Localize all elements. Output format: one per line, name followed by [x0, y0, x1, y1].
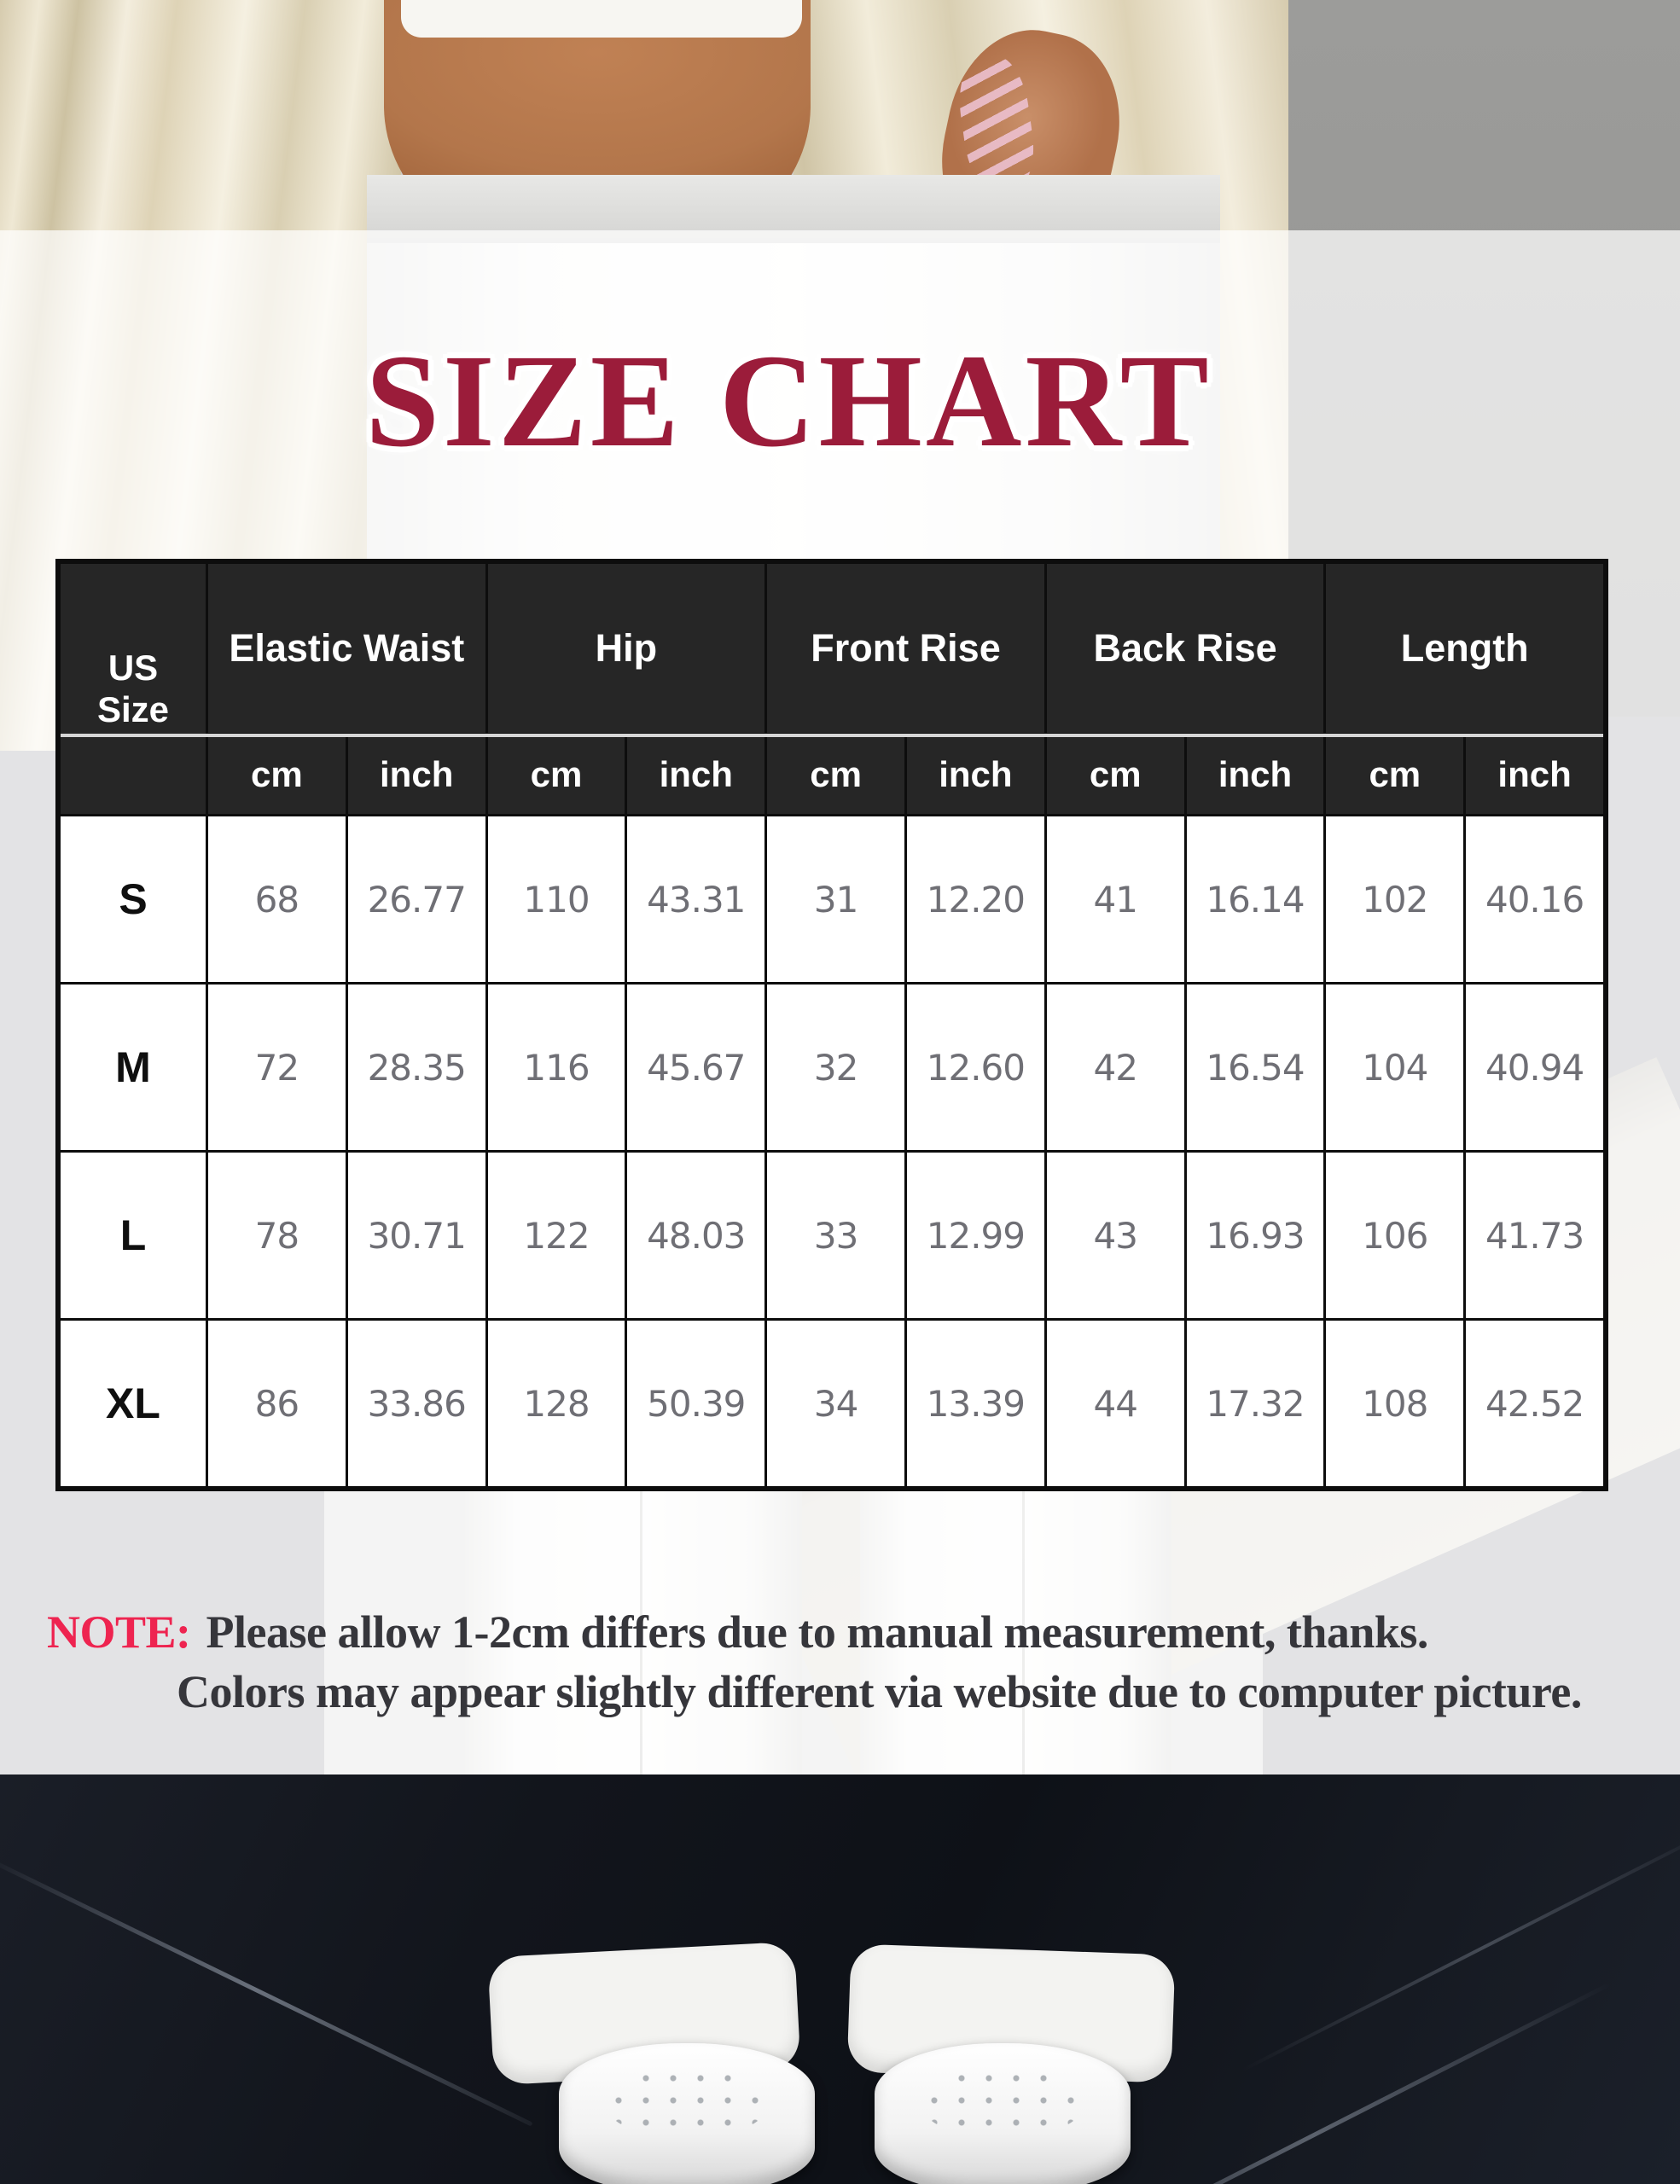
column-header-elastic-waist: Elastic Waist	[208, 564, 485, 733]
table-cell: 16.14	[1186, 816, 1324, 982]
table-cell: 31	[767, 816, 904, 982]
table-cell: 12.99	[907, 1153, 1044, 1318]
table-cell: 43	[1046, 1153, 1184, 1318]
table-cell: 102	[1326, 816, 1464, 982]
size-label-s: S	[61, 816, 206, 982]
unit-header-cm: cm	[1326, 735, 1464, 814]
table-cell: 41	[1046, 816, 1184, 982]
table-cell: 34	[767, 1321, 904, 1486]
table-cell: 16.54	[1186, 985, 1324, 1150]
table-cell: 122	[487, 1153, 625, 1318]
table-cell: 32	[767, 985, 904, 1150]
note: NOTE: Please allow 1-2cm differs due to m…	[47, 1602, 1677, 1722]
dark-tile-floor-image	[0, 1774, 1680, 2184]
table-cell: 128	[487, 1321, 625, 1486]
unit-header-inch: inch	[907, 735, 1044, 814]
unit-header-inch: inch	[1466, 735, 1603, 814]
page-title: SIZE CHART	[365, 327, 1212, 474]
table-cell: 33.86	[347, 1321, 485, 1486]
note-line2: Colors may appear slightly different via…	[177, 1666, 1582, 1718]
table-cell: 78	[208, 1153, 346, 1318]
table-cell: 108	[1326, 1321, 1464, 1486]
size-chart-table: US Size Elastic Waist Hip Front Rise Bac…	[55, 559, 1608, 1491]
table-cell: 68	[208, 816, 346, 982]
column-header-back-rise: Back Rise	[1046, 564, 1324, 733]
table-cell: 110	[487, 816, 625, 982]
table-cell: 30.71	[347, 1153, 485, 1318]
table-cell: 50.39	[627, 1321, 765, 1486]
unit-header-cm: cm	[487, 735, 625, 814]
crop-top-image	[401, 0, 802, 38]
table-cell: 16.93	[1186, 1153, 1324, 1318]
table-cell: 106	[1326, 1153, 1464, 1318]
note-text-line1: Please allow 1-2cm differs due to manual…	[206, 1606, 1429, 1658]
table-cell: 104	[1326, 985, 1464, 1150]
white-sneaker-right-image	[875, 2043, 1131, 2184]
table-cell: 116	[487, 985, 625, 1150]
white-sneaker-left-image	[559, 2043, 815, 2184]
table-cell: 26.77	[347, 816, 485, 982]
table-cell: 12.20	[907, 816, 1044, 982]
table-cell: 12.60	[907, 985, 1044, 1150]
table-cell: 41.73	[1466, 1153, 1603, 1318]
note-line1: NOTE: Please allow 1-2cm differs due to m…	[47, 1602, 1677, 1662]
unit-header-cm: cm	[208, 735, 346, 814]
unit-header-inch: inch	[1186, 735, 1324, 814]
unit-header-cm: cm	[767, 735, 904, 814]
table-cell: 48.03	[627, 1153, 765, 1318]
table-cell: 40.16	[1466, 816, 1603, 982]
column-header-front-rise: Front Rise	[767, 564, 1044, 733]
size-label-xl: XL	[61, 1321, 206, 1486]
table-cell: 42	[1046, 985, 1184, 1150]
table-cell: 44	[1046, 1321, 1184, 1486]
column-header-us-size: US Size	[61, 564, 206, 814]
table-cell: 17.32	[1186, 1321, 1324, 1486]
table-cell: 42.52	[1466, 1321, 1603, 1486]
unit-header-cm: cm	[1046, 735, 1184, 814]
table-cell: 43.31	[627, 816, 765, 982]
size-label-l: L	[61, 1153, 206, 1318]
unit-header-inch: inch	[347, 735, 485, 814]
column-header-length: Length	[1326, 564, 1603, 733]
table-cell: 86	[208, 1321, 346, 1486]
table-cell: 72	[208, 985, 346, 1150]
table-cell: 45.67	[627, 985, 765, 1150]
table-cell: 33	[767, 1153, 904, 1318]
table-cell: 40.94	[1466, 985, 1603, 1150]
note-label: NOTE:	[47, 1606, 191, 1658]
column-header-hip: Hip	[487, 564, 765, 733]
header-separator-line	[61, 734, 1603, 737]
size-label-m: M	[61, 985, 206, 1150]
table-cell: 28.35	[347, 985, 485, 1150]
unit-header-inch: inch	[627, 735, 765, 814]
table-cell: 13.39	[907, 1321, 1044, 1486]
